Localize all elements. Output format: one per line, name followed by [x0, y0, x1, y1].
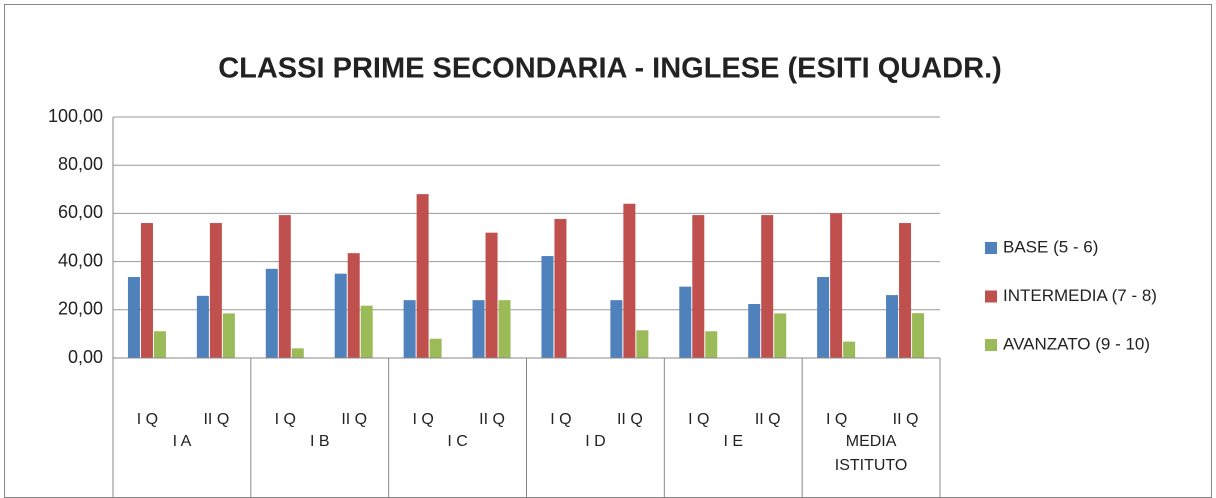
bar [774, 313, 787, 358]
bar [705, 331, 718, 358]
chart-title: CLASSI PRIME SECONDARIA - INGLESE (ESITI… [218, 53, 1002, 85]
y-tick-label: 20,00 [58, 299, 103, 319]
x-tick-label: II Q [203, 411, 229, 428]
group-label: I A [172, 433, 192, 450]
bar [636, 330, 649, 358]
group-label-box: MEDIA ISTITUTO [834, 433, 908, 474]
bar [153, 331, 166, 358]
group-label: I B [309, 433, 330, 450]
bar [429, 338, 442, 358]
x-tick-label: II Q [479, 411, 505, 428]
bar [127, 277, 140, 358]
bar [541, 256, 554, 358]
bar [610, 300, 623, 358]
bar [278, 215, 291, 358]
bar [692, 215, 705, 358]
group-label: I D [585, 433, 606, 450]
legend-swatch [985, 339, 997, 351]
bar [140, 223, 153, 358]
y-tick-label: 80,00 [58, 154, 103, 174]
bar [554, 218, 567, 358]
legend-swatch [985, 242, 997, 254]
group-label-box: I A [172, 433, 192, 450]
x-tick-label: II Q [893, 411, 919, 428]
bar [485, 232, 498, 358]
legend-label: BASE (5 - 6) [1003, 237, 1098, 256]
bar [899, 223, 912, 358]
group-label-box: I D [585, 433, 606, 450]
group-label-box: I B [309, 433, 330, 450]
bar [416, 194, 429, 358]
bar [222, 313, 235, 358]
bar [623, 203, 636, 358]
bar [498, 300, 511, 358]
group-label-box: I E [723, 433, 744, 450]
bar [291, 348, 304, 358]
legend-label: INTERMEDIA (7 - 8) [1003, 286, 1157, 305]
legend-label: AVANZATO (9 - 10) [1003, 334, 1150, 353]
x-tick-label: I Q [550, 411, 571, 428]
group-label-box: I C [447, 433, 468, 450]
x-tick-label: I Q [826, 411, 847, 428]
x-tick-label: II Q [617, 411, 643, 428]
x-tick-label: II Q [341, 411, 367, 428]
bar [886, 295, 899, 358]
y-tick-label: 0,00 [68, 347, 103, 367]
x-tick-label: I Q [275, 411, 296, 428]
bar [360, 305, 373, 358]
bar [748, 304, 761, 358]
group-label: I C [447, 433, 468, 450]
bar [817, 277, 830, 358]
x-tick-label: I Q [688, 411, 709, 428]
bar [761, 215, 774, 358]
x-tick-label: II Q [755, 411, 781, 428]
legend-swatch [985, 290, 997, 303]
bar [843, 341, 856, 358]
x-tick-label: I Q [412, 411, 433, 428]
bar [196, 295, 209, 358]
chart-border [4, 4, 1212, 498]
x-tick-label: I Q [137, 411, 158, 428]
y-tick-label: 40,00 [58, 250, 103, 270]
bar [472, 300, 485, 358]
bar [679, 286, 692, 358]
group-label: MEDIA ISTITUTO [834, 433, 908, 474]
group-label: I E [723, 433, 744, 450]
bar [265, 268, 278, 358]
bar [912, 313, 925, 358]
bar [347, 253, 360, 358]
bar [209, 223, 222, 358]
bar [403, 300, 416, 358]
y-tick-label: 100,00 [48, 106, 103, 126]
y-tick-label: 60,00 [58, 202, 103, 222]
bar [830, 213, 843, 358]
bar [334, 273, 347, 358]
